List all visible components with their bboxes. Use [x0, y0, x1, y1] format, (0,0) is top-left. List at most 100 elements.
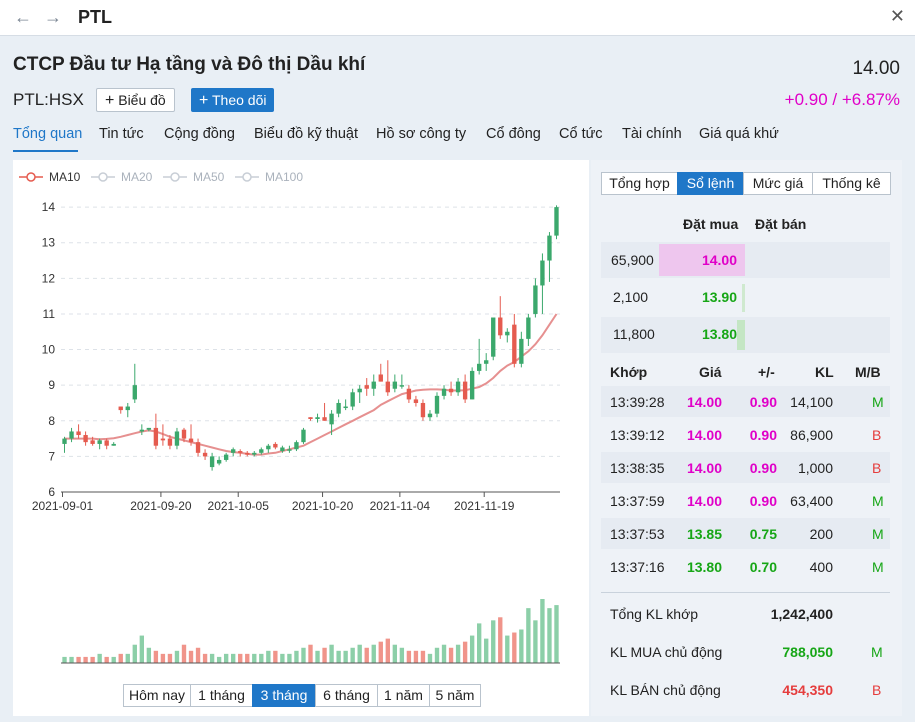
candle-body: [448, 388, 454, 393]
volume-bar: [526, 608, 531, 663]
current-price: 14.00: [852, 58, 900, 79]
plus-icon: +: [199, 92, 209, 109]
trade-row: [601, 419, 890, 450]
candle-body: [364, 385, 369, 389]
candlestick-chart[interactable]: MA10 MA20 MA50 MA100 6 7 8 9 10 11 12 13 14 2021-09…: [13, 160, 589, 680]
period-1-year[interactable]: 1 năm: [377, 684, 430, 707]
volume-bar: [125, 653, 130, 663]
volume-bar: [343, 650, 348, 663]
volume-bar: [378, 641, 383, 663]
trade-time: 13:37:59: [610, 493, 665, 509]
period-6-months[interactable]: 6 tháng: [315, 684, 378, 707]
volume-bar: [132, 644, 137, 663]
book-qty: 11,800: [613, 326, 655, 342]
tab-community[interactable]: Cộng đồng: [164, 126, 235, 142]
tab-shareholders[interactable]: Cổ đông: [486, 126, 541, 142]
volume-bar: [512, 632, 517, 663]
plus-icon: +: [105, 92, 115, 109]
buy-depth-bar: [659, 244, 745, 276]
tab-overview[interactable]: Tổng quan: [13, 126, 83, 142]
buy-depth-bar: [737, 320, 745, 350]
chart-button[interactable]: + Biểu đồ: [96, 88, 175, 112]
volume-bar: [315, 650, 320, 663]
trade-row: [601, 485, 890, 516]
volume-bar: [441, 644, 447, 663]
tab-statistics[interactable]: Thống kê: [812, 172, 891, 195]
candle-body: [469, 370, 475, 400]
period-1-month[interactable]: 1 tháng: [190, 684, 253, 707]
trade-change: 0.90: [749, 394, 777, 410]
book-price: 13.90: [701, 289, 737, 305]
volume-bar: [223, 653, 229, 663]
volume-bar: [357, 644, 362, 663]
book-qty: 65,900: [611, 252, 654, 268]
candle-body: [378, 374, 383, 382]
period-today[interactable]: Hôm nay: [123, 684, 191, 707]
tab-historical-prices[interactable]: Giá quá khứ: [699, 126, 779, 142]
candle-body: [441, 388, 447, 396]
candle-body: [476, 363, 482, 371]
volume-bar: [97, 653, 102, 663]
back-arrow-icon[interactable]: ←: [14, 7, 32, 27]
tab-financials[interactable]: Tài chính: [622, 126, 682, 142]
tab-summary[interactable]: Tổng hợp: [601, 172, 678, 195]
book-price: 13.80: [701, 326, 737, 342]
tab-price-level[interactable]: Mức giá: [743, 172, 813, 195]
follow-button[interactable]: + Theo dõi: [191, 88, 275, 112]
x-tick-label: 2021-09-20: [130, 499, 192, 513]
ticker-symbol: PTL:HSX: [13, 90, 84, 109]
trade-price: 14.00: [686, 427, 722, 443]
trade-time: 13:39:28: [610, 394, 665, 410]
candle-body: [125, 406, 130, 411]
active-sell-value: 454,350: [782, 682, 833, 698]
legend-marker: [170, 172, 180, 182]
volume-bar: [434, 647, 440, 663]
tab-news[interactable]: Tin tức: [99, 126, 144, 142]
candle-body: [90, 440, 95, 444]
volume-bar: [280, 653, 285, 663]
volume-bar: [139, 635, 145, 663]
volume-bar: [69, 656, 74, 663]
candle-body: [385, 381, 390, 393]
candle-body: [491, 317, 496, 357]
volume-bar: [231, 653, 236, 663]
volume-bar: [364, 647, 369, 663]
buy-depth-bar: [742, 284, 745, 312]
trade-change: 0.70: [749, 559, 777, 575]
price-change: +0.90 / +6.87%: [784, 90, 900, 109]
volume-bar: [469, 635, 475, 663]
legend-marker: [98, 172, 108, 182]
active-sell-side: B: [872, 682, 882, 698]
volume-bar: [90, 656, 95, 663]
trade-volume: 400: [809, 559, 833, 575]
tab-technical-chart[interactable]: Biểu đồ kỹ thuật: [254, 126, 358, 142]
candle-body: [519, 338, 524, 364]
trade-volume: 63,400: [790, 493, 833, 509]
volume-bar: [371, 644, 376, 663]
y-tick-label: 13: [42, 236, 56, 250]
period-3-months[interactable]: 3 tháng: [252, 684, 316, 707]
candle-body: [209, 456, 215, 468]
chart-panel: MA10 MA20 MA50 MA100 6 7 8 9 10 11 12 13 14 2021-09…: [13, 160, 589, 716]
tab-dividends[interactable]: Cổ tức: [559, 126, 603, 142]
volume-bar: [111, 656, 116, 663]
candle-body: [69, 431, 74, 439]
follow-button-label: Theo dõi: [211, 92, 267, 108]
legend-label: MA100: [265, 170, 303, 184]
forward-arrow-icon[interactable]: →: [44, 7, 62, 27]
volume-bar: [392, 644, 398, 663]
tab-order-book[interactable]: Sổ lệnh: [677, 172, 744, 195]
volume-bar: [202, 653, 208, 663]
trade-time: 13:38:35: [610, 460, 665, 476]
active-sell-label: KL BÁN chủ động: [610, 682, 721, 698]
period-5-years[interactable]: 5 năm: [429, 684, 481, 707]
chart-grid: 6 7 8 9 10 11 12 13 14: [42, 200, 560, 499]
close-icon[interactable]: ✕: [889, 6, 905, 26]
x-axis: 2021-09-01 2021-09-20 2021-10-05 2021-10-20…: [32, 492, 515, 513]
tab-company-profile[interactable]: Hồ sơ công ty: [376, 126, 467, 142]
x-tick-label: 2021-11-19: [454, 499, 515, 513]
trade-row: [601, 452, 890, 483]
volume-bar: [420, 650, 426, 663]
trade-row: [601, 551, 890, 582]
candle-body: [174, 431, 180, 446]
